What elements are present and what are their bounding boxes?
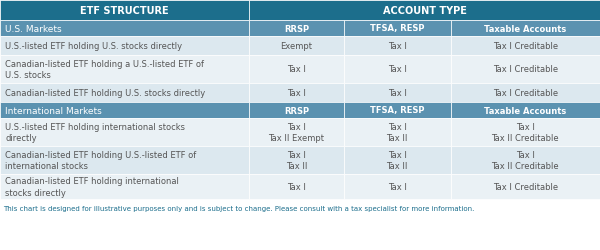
Bar [249,21,344,37]
Bar [0,56,249,84]
Text: Canadian-listed ETF holding U.S.-listed ETF of
international stocks: Canadian-listed ETF holding U.S.-listed … [5,150,196,171]
Bar [249,102,344,118]
Bar [344,146,451,174]
Bar [344,21,451,37]
Text: Tax I
Tax II: Tax I Tax II [386,150,408,171]
Bar [451,84,600,102]
Text: Tax I
Tax II Exempt: Tax I Tax II Exempt [268,122,325,143]
Bar [451,146,600,174]
Text: Tax I: Tax I [287,65,306,74]
Bar [451,118,600,146]
Bar [451,21,600,37]
Text: Taxable Accounts: Taxable Accounts [484,24,566,33]
Text: Tax I Creditable: Tax I Creditable [493,182,558,191]
Text: Canadian-listed ETF holding a U.S.-listed ETF of
U.S. stocks: Canadian-listed ETF holding a U.S.-liste… [5,60,204,80]
Bar [249,118,344,146]
Text: ACCOUNT TYPE: ACCOUNT TYPE [383,6,466,16]
Text: Canadian-listed ETF holding international
stocks directly: Canadian-listed ETF holding internationa… [5,176,179,197]
Bar [249,84,344,102]
Bar [249,174,344,199]
Text: Tax I: Tax I [388,89,407,98]
Text: Tax I Creditable: Tax I Creditable [493,89,558,98]
Bar [0,102,249,118]
Bar [451,102,600,118]
Text: Tax I
Tax II Creditable: Tax I Tax II Creditable [491,122,559,143]
Text: Tax I
Tax II: Tax I Tax II [386,122,408,143]
Bar [344,174,451,199]
Text: RRSP: RRSP [284,106,309,115]
Text: This chart is designed for illustrative purposes only and is subject to change. : This chart is designed for illustrative … [3,206,475,212]
Bar [0,174,249,199]
Bar [451,37,600,56]
Bar [0,118,249,146]
Text: TFSA, RESP: TFSA, RESP [370,24,424,33]
Text: Exempt: Exempt [280,42,313,51]
Bar [249,37,344,56]
Text: Tax I: Tax I [287,182,306,191]
Bar [344,102,451,118]
Bar [344,118,451,146]
Bar [344,56,451,84]
Bar [0,1,249,21]
Bar [344,84,451,102]
Bar [0,84,249,102]
Bar [0,21,249,37]
Bar [451,56,600,84]
Text: ETF STRUCTURE: ETF STRUCTURE [80,6,169,16]
Bar [0,146,249,174]
Bar [249,1,600,21]
Text: Tax I: Tax I [388,65,407,74]
Bar [249,56,344,84]
Text: Tax I Creditable: Tax I Creditable [493,42,558,51]
Text: RRSP: RRSP [284,24,309,33]
Text: Tax I: Tax I [287,89,306,98]
Bar [249,146,344,174]
Text: Tax I Creditable: Tax I Creditable [493,65,558,74]
Text: International Markets: International Markets [5,106,102,115]
Text: Tax I
Tax II: Tax I Tax II [286,150,307,171]
Bar [344,37,451,56]
Text: Tax I: Tax I [388,42,407,51]
Text: U.S.-listed ETF holding U.S. stocks directly: U.S.-listed ETF holding U.S. stocks dire… [5,42,182,51]
Text: Taxable Accounts: Taxable Accounts [484,106,566,115]
Text: TFSA, RESP: TFSA, RESP [370,106,424,115]
Text: Tax I
Tax II Creditable: Tax I Tax II Creditable [491,150,559,171]
Text: Canadian-listed ETF holding U.S. stocks directly: Canadian-listed ETF holding U.S. stocks … [5,89,205,98]
Text: Tax I: Tax I [388,182,407,191]
Bar [0,37,249,56]
Text: U.S. Markets: U.S. Markets [5,24,62,33]
Text: U.S.-listed ETF holding international stocks
directly: U.S.-listed ETF holding international st… [5,122,185,143]
Bar [451,174,600,199]
